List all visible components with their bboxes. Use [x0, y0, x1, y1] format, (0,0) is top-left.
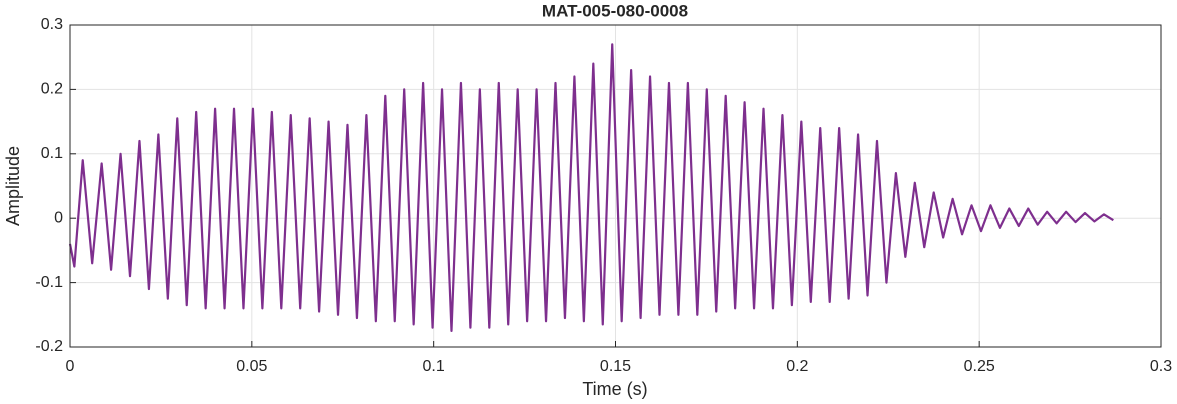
x-tick-label: 0.05	[236, 358, 267, 375]
x-tick-label: 0.2	[786, 358, 808, 375]
x-tick-label: 0	[66, 358, 75, 375]
x-tick-label: 0.25	[964, 358, 995, 375]
y-tick-label: 0	[54, 209, 63, 226]
y-axis-label: Amplitude	[3, 146, 23, 226]
chart-title: MAT-005-080-0008	[542, 1, 688, 20]
x-tick-label: 0.15	[600, 358, 631, 375]
x-axis-label: Time (s)	[582, 379, 647, 399]
y-tick-label: -0.2	[35, 338, 63, 355]
y-tick-label: 0.3	[41, 16, 63, 33]
line-series	[68, 43, 1114, 332]
x-tick-label: 0.1	[423, 358, 445, 375]
y-tick-label: 0.2	[41, 81, 63, 98]
y-tick-label: -0.1	[35, 274, 63, 291]
axes-box	[69, 24, 1162, 348]
y-tick-label: 0.1	[41, 145, 63, 162]
x-tick-label: 0.3	[1150, 358, 1172, 375]
